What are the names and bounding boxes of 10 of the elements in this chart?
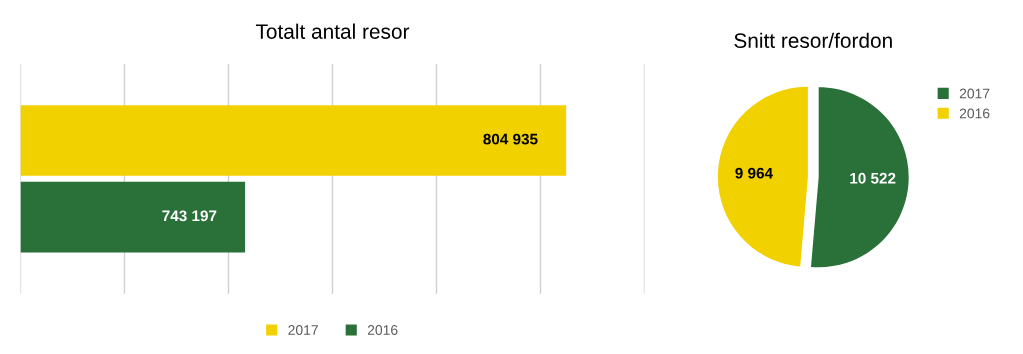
data-label: 804 935 xyxy=(483,133,538,145)
legend-label: 2017 xyxy=(959,88,990,99)
legend-label: 2016 xyxy=(959,108,990,119)
data-label: 743 197 xyxy=(162,210,217,222)
data-label: 9 964 xyxy=(735,167,773,179)
chart-title: Snitt resor/fordon xyxy=(734,32,892,49)
data-label: 10 522 xyxy=(850,172,896,184)
legend-label: 2016 xyxy=(367,325,398,335)
legend-label: 2017 xyxy=(288,325,318,335)
chart-title: Totalt antal resor xyxy=(255,23,410,39)
